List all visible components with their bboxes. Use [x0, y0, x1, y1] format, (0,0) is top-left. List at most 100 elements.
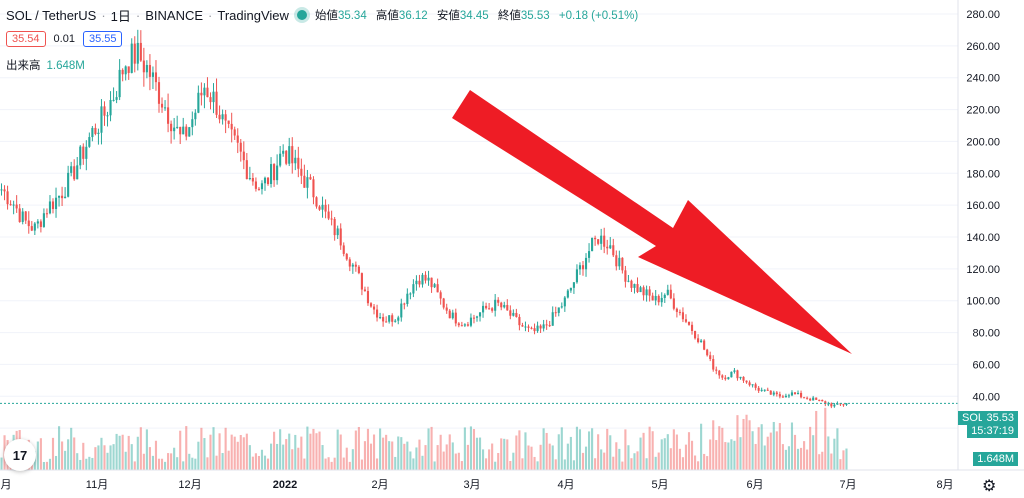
volume-bar — [154, 440, 158, 470]
volume-bar — [218, 433, 221, 470]
volume-bar — [603, 452, 606, 470]
candle-body — [185, 126, 188, 137]
volume-bar — [648, 426, 651, 470]
candle-body — [45, 213, 49, 215]
candle-body — [294, 157, 297, 164]
candle-body — [139, 42, 142, 61]
candle-body — [85, 146, 88, 159]
candle-body — [64, 196, 67, 199]
candle-body — [551, 312, 554, 326]
candle-body — [769, 390, 772, 395]
interval-label[interactable]: 1日 — [110, 8, 131, 24]
volume-bar — [621, 461, 624, 470]
volume-bar — [385, 434, 388, 470]
volume-bar — [548, 443, 551, 470]
volume-bar — [142, 453, 145, 470]
candle-body — [163, 107, 167, 109]
volume-bar — [657, 452, 660, 470]
volume-bar — [700, 423, 703, 470]
volume-bar — [448, 434, 451, 470]
tradingview-logo-icon[interactable]: 17 — [4, 439, 36, 471]
candle-body — [285, 150, 288, 164]
candle-body — [354, 264, 357, 267]
candle-body — [503, 304, 506, 308]
volume-bars — [0, 407, 848, 470]
candle-body — [575, 269, 579, 283]
volume-bar — [70, 427, 73, 470]
candle-body — [106, 115, 109, 117]
volume-bar — [109, 445, 112, 470]
candle-body — [97, 132, 100, 134]
candle-body — [242, 151, 245, 161]
candle-body — [772, 392, 775, 395]
market-status-icon[interactable] — [296, 10, 307, 20]
candle-body — [630, 280, 633, 288]
symbol-header[interactable]: SOL / TetherUS · 1日 · BINANCE · TradingV… — [6, 6, 644, 24]
candle-body — [639, 287, 642, 293]
volume-bar — [285, 439, 288, 470]
volume-bar — [239, 434, 242, 470]
volume-bar — [781, 444, 784, 470]
candle-body — [666, 289, 669, 295]
volume-bar — [260, 449, 264, 470]
candle-body — [766, 389, 769, 391]
volume-bar — [145, 429, 148, 470]
candle-body — [645, 289, 648, 296]
symbol-name[interactable]: SOL / TetherUS — [6, 7, 97, 23]
volume-bar — [388, 441, 391, 470]
candle-body — [615, 255, 618, 267]
volume-bar — [54, 455, 58, 470]
volume-bar — [197, 441, 200, 470]
volume-bar — [79, 459, 82, 470]
candle-body — [21, 211, 24, 222]
volume-bar — [772, 421, 775, 470]
candle-body — [200, 92, 203, 96]
candle-body — [212, 91, 215, 103]
volume-bar — [345, 447, 348, 470]
sell-price-button[interactable]: 35.54 — [6, 31, 46, 47]
candle-body — [781, 396, 784, 398]
volume-bar — [575, 426, 579, 470]
volume-bar — [366, 428, 370, 470]
volume-bar — [51, 437, 55, 470]
volume-bar — [681, 457, 685, 470]
buy-price-button[interactable]: 35.55 — [82, 31, 123, 47]
volume-bar — [618, 448, 621, 470]
candle-body — [433, 284, 436, 288]
volume-bar — [706, 456, 709, 470]
candle-body — [306, 177, 309, 188]
candle-body — [563, 297, 566, 307]
volume-bar — [687, 432, 691, 470]
candle-body — [663, 294, 666, 298]
down-arrow-annotation — [452, 90, 852, 354]
candle-body — [194, 112, 197, 120]
candle-body — [170, 123, 173, 132]
volume-bar — [64, 450, 67, 470]
volume-bar — [821, 451, 824, 470]
volume-bar — [715, 440, 718, 470]
volume-legend[interactable]: 出来高 1.648M — [6, 57, 85, 73]
candle-body — [654, 295, 657, 301]
candle-body — [263, 177, 267, 184]
settings-gear-icon[interactable]: ⚙ — [982, 478, 997, 495]
volume-bar — [318, 431, 321, 470]
candle-body — [718, 370, 721, 376]
candle-body — [448, 310, 451, 319]
volume-bar — [224, 427, 227, 470]
candle-body — [572, 282, 575, 288]
bid-ask-box[interactable]: 35.54 0.01 35.55 — [6, 30, 123, 48]
candle-body — [382, 317, 385, 322]
volume-bar — [170, 453, 173, 470]
price-tick-label: 80.00 — [972, 328, 1000, 340]
volume-bar — [560, 427, 563, 470]
volume-bar — [845, 448, 848, 470]
volume-bar — [454, 453, 457, 470]
candle-body — [651, 295, 654, 301]
candle-body — [693, 331, 697, 339]
candle-body — [660, 297, 663, 303]
candle-body — [488, 308, 491, 310]
volume-tag: 1.648M — [973, 452, 1018, 466]
candle-body — [581, 265, 585, 270]
candle-body — [633, 284, 636, 288]
